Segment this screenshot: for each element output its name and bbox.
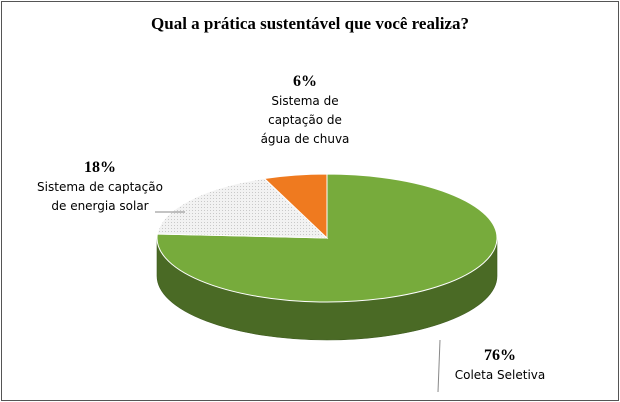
slice-category-label-1-1: de energia solar (51, 199, 148, 213)
slice-value-label-0: 76% (484, 347, 516, 364)
slice-category-label-2-2: água de chuva (261, 132, 350, 146)
pie-slice-1 (156, 177, 329, 239)
slice-category-label-0-0: Coleta Seletiva (455, 368, 546, 382)
slice-value-label-1: 18% (84, 159, 116, 176)
leader-line-0 (437, 339, 441, 393)
slice-category-label-2-0: Sistema de (271, 94, 338, 108)
slice-value-label-2: 6% (293, 73, 317, 90)
pie-slice-0 (156, 173, 498, 303)
slice-category-label-2-1: captação de (268, 113, 342, 127)
pie-slice-2 (263, 173, 328, 240)
slice-category-label-1-0: Sistema de captação (37, 180, 163, 194)
chart-title: Qual a prática sustentável que você real… (151, 14, 469, 33)
